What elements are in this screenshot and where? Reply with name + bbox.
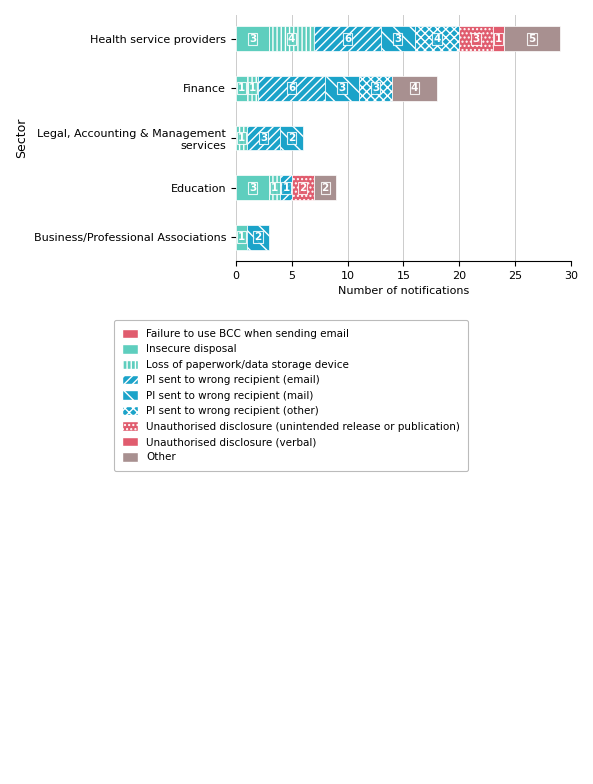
X-axis label: Number of notifications: Number of notifications [338, 286, 469, 296]
Bar [415, 26, 459, 51]
Bar [236, 225, 247, 250]
Text: 2: 2 [288, 133, 295, 143]
Text: 2: 2 [254, 232, 262, 242]
Bar [325, 76, 359, 101]
Bar [269, 176, 280, 200]
Text: 3: 3 [260, 133, 267, 143]
Bar [258, 76, 325, 101]
Text: 1: 1 [495, 34, 502, 44]
Bar [504, 26, 560, 51]
Bar [280, 176, 292, 200]
Bar [392, 76, 437, 101]
Text: 3: 3 [473, 34, 480, 44]
Text: 4: 4 [288, 34, 295, 44]
Bar [247, 125, 280, 151]
Text: 1: 1 [271, 183, 279, 193]
Text: 3: 3 [249, 34, 256, 44]
Bar [236, 176, 269, 200]
Text: 2: 2 [299, 183, 307, 193]
Text: 3: 3 [372, 83, 379, 93]
Bar [314, 176, 336, 200]
Bar [269, 26, 314, 51]
Text: 1: 1 [238, 232, 245, 242]
Bar [280, 125, 303, 151]
Bar [236, 125, 247, 151]
Bar [314, 26, 381, 51]
Text: 3: 3 [249, 183, 256, 193]
Bar [292, 176, 314, 200]
Bar [236, 76, 247, 101]
Text: 6: 6 [288, 83, 295, 93]
Bar [459, 26, 493, 51]
Bar [236, 26, 269, 51]
Legend: Failure to use BCC when sending email, Insecure disposal, Loss of paperwork/data: Failure to use BCC when sending email, I… [114, 321, 468, 471]
Bar [247, 76, 258, 101]
Text: 3: 3 [394, 34, 401, 44]
Text: 1: 1 [282, 183, 290, 193]
Y-axis label: Sector: Sector [15, 118, 28, 158]
Text: 1: 1 [249, 83, 256, 93]
Bar [493, 26, 504, 51]
Text: 6: 6 [344, 34, 351, 44]
Text: 4: 4 [411, 83, 418, 93]
Text: 3: 3 [338, 83, 346, 93]
Bar [247, 225, 269, 250]
Text: 1: 1 [238, 83, 245, 93]
Text: 4: 4 [433, 34, 441, 44]
Text: 1: 1 [238, 133, 245, 143]
Text: 2: 2 [321, 183, 329, 193]
Text: 5: 5 [528, 34, 535, 44]
Bar [381, 26, 415, 51]
Bar [359, 76, 392, 101]
